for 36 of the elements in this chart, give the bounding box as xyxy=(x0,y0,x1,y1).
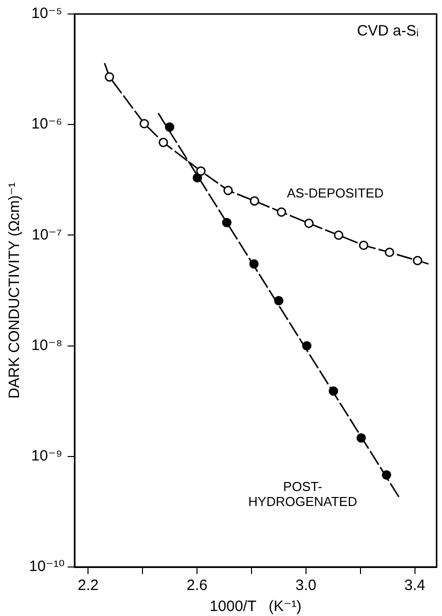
y-tick-label: 10⁻⁸ xyxy=(31,336,62,354)
point xyxy=(384,248,394,258)
point xyxy=(158,138,168,148)
x-axis-title: 1000/T (K⁻¹) xyxy=(210,598,302,616)
y-tick-label: 10⁻⁶ xyxy=(31,116,62,133)
x-tick-label: 3.4 xyxy=(404,577,426,594)
x-tick-label: 3.0 xyxy=(296,577,316,594)
point xyxy=(382,470,392,480)
point xyxy=(140,118,149,128)
point xyxy=(328,386,338,396)
point xyxy=(249,259,259,269)
point xyxy=(222,218,232,228)
point xyxy=(223,186,233,196)
point xyxy=(358,240,368,250)
point xyxy=(276,207,286,217)
x-tick-label: 2.6 xyxy=(186,577,208,594)
point xyxy=(304,218,314,228)
point xyxy=(192,173,202,183)
annotation: AS-DEPOSITED xyxy=(286,185,384,200)
x-tick-label: 2.2 xyxy=(78,577,99,594)
y-axis-title: DARK CONDUCTIVITY (Ωcm)⁻¹ xyxy=(6,182,24,399)
point xyxy=(412,256,422,266)
point xyxy=(196,166,206,176)
point xyxy=(302,341,312,350)
point xyxy=(250,196,260,206)
text: CVD a-Sᵢ xyxy=(357,22,419,40)
point xyxy=(104,72,114,82)
y-tick-label: 10⁻¹⁰ xyxy=(28,558,65,576)
point xyxy=(356,433,366,443)
point xyxy=(164,122,174,132)
point xyxy=(274,296,284,306)
y-tick-label: 10⁻⁵ xyxy=(31,5,62,22)
point xyxy=(334,230,344,240)
y-tick-label: 10⁻⁷ xyxy=(32,226,62,244)
annotation: POST- HYDROGENATED xyxy=(248,479,358,510)
y-tick-label: 10⁻⁹ xyxy=(31,448,62,465)
